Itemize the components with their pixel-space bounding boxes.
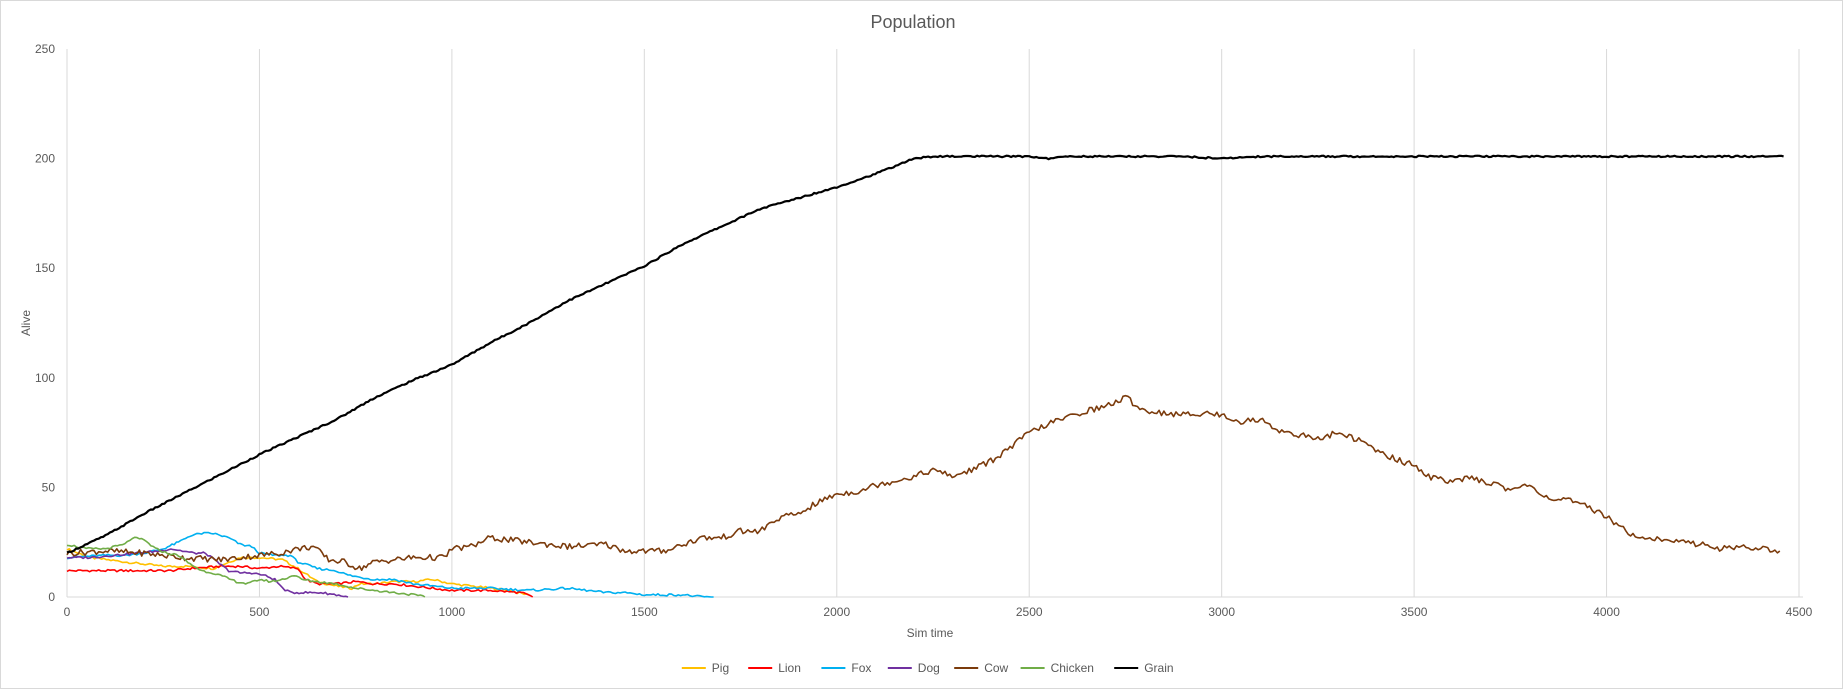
series-line-pig: [66, 547, 530, 596]
legend: Pig Lion Fox Dog Cow Chicken Grain: [681, 661, 1174, 675]
series-line-chicken: [66, 536, 426, 598]
legend-label: Dog: [918, 661, 940, 675]
gridlines: [258, 49, 1800, 597]
legend-label: Lion: [778, 661, 801, 675]
x-tick-label: 0: [64, 605, 71, 619]
y-tick-label: 50: [42, 480, 56, 494]
legend-item-dog: Dog: [887, 661, 940, 675]
series-line-dog: [66, 548, 349, 598]
axes: [66, 49, 1803, 598]
legend-item-pig: Pig: [681, 661, 729, 675]
legend-label: Cow: [984, 661, 1008, 675]
x-tick-label: 4000: [1593, 605, 1620, 619]
y-tick-label: 150: [35, 261, 55, 275]
legend-item-fox: Fox: [821, 661, 871, 675]
y-tick-labels: 0 50 100 150 200 250: [35, 42, 55, 604]
x-tick-label: 500: [249, 605, 269, 619]
legend-label: Chicken: [1051, 661, 1094, 675]
series-lines: [66, 154, 1784, 598]
legend-label: Fox: [851, 661, 871, 675]
series-line-fox: [66, 531, 714, 598]
x-tick-label: 2000: [823, 605, 850, 619]
x-tick-label: 4500: [1786, 605, 1813, 619]
chart-title: Population: [870, 12, 955, 32]
y-axis-title: Alive: [19, 310, 33, 336]
legend-item-cow: Cow: [954, 661, 1009, 675]
series-line-grain: [66, 154, 1784, 554]
series-line-cow: [66, 394, 1781, 572]
x-tick-labels: 0 500 1000 1500 2000 2500 3000 3500 4000 4500: [64, 605, 1813, 619]
y-tick-label: 250: [35, 42, 55, 56]
legend-item-grain: Grain: [1114, 661, 1174, 675]
x-tick-label: 1500: [631, 605, 658, 619]
legend-item-chicken: Chicken: [1020, 661, 1094, 675]
x-tick-label: 1000: [439, 605, 466, 619]
x-axis-title: Sim time: [907, 626, 954, 640]
x-tick-label: 2500: [1016, 605, 1043, 619]
legend-item-lion: Lion: [748, 661, 801, 675]
y-tick-label: 200: [35, 152, 55, 166]
legend-label: Grain: [1144, 661, 1173, 675]
x-tick-label: 3500: [1401, 605, 1428, 619]
y-tick-label: 100: [35, 371, 55, 385]
y-tick-label: 0: [48, 590, 55, 604]
series-line-lion: [66, 564, 534, 598]
legend-label: Pig: [712, 661, 729, 675]
x-tick-label: 3000: [1208, 605, 1235, 619]
